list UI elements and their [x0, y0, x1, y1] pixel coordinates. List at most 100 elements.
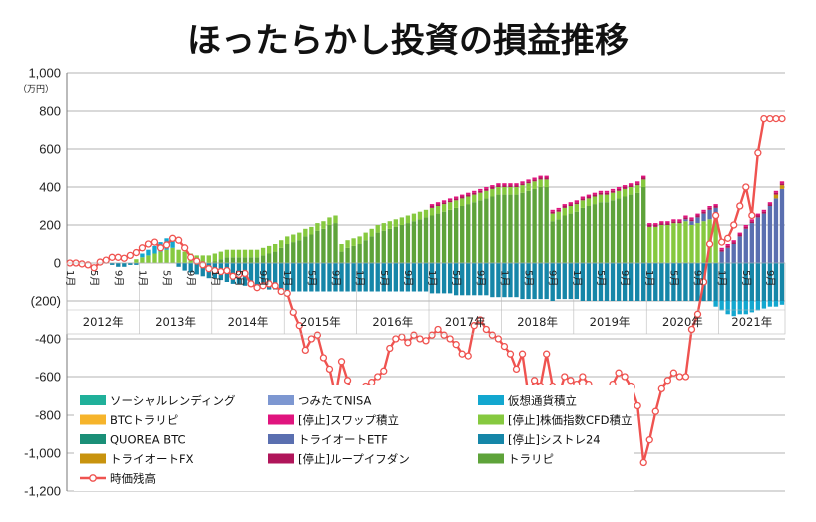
bar [460, 206, 465, 263]
bar [755, 213, 761, 216]
bar [526, 263, 531, 300]
chart-title: ほったらかし投資の損益推移 [187, 21, 629, 61]
bar [212, 253, 217, 262]
bar [598, 192, 604, 195]
line-point [416, 335, 424, 343]
bar [749, 221, 754, 224]
bar [689, 221, 694, 225]
bar [309, 226, 314, 235]
bar [333, 223, 338, 263]
legend-swatch [80, 414, 106, 425]
bar [279, 240, 284, 248]
bar [647, 226, 652, 263]
bar [405, 215, 411, 224]
bar [707, 207, 712, 210]
bar [460, 196, 465, 199]
bar [677, 219, 682, 222]
bar [230, 257, 236, 263]
bar [610, 192, 616, 201]
month-tick-label: 1月 [209, 270, 221, 286]
bar [399, 217, 405, 225]
bar [701, 211, 706, 214]
bar [520, 263, 525, 300]
bar [707, 263, 712, 301]
bar [248, 257, 254, 263]
bar [701, 209, 706, 212]
bar [725, 247, 730, 263]
legend-swatch [80, 395, 106, 405]
bar [737, 234, 742, 237]
bar [369, 228, 374, 237]
bar [272, 251, 278, 263]
bar [556, 263, 561, 300]
month-tick-label: 1月 [281, 270, 293, 286]
bar [695, 223, 700, 263]
bar [616, 263, 622, 301]
bar [628, 194, 634, 263]
legend-swatch [80, 434, 106, 444]
line-point [168, 234, 177, 242]
bar [719, 247, 724, 250]
bar [731, 301, 736, 317]
bar [375, 232, 380, 263]
bar [713, 204, 718, 206]
bar [659, 223, 664, 225]
bar [592, 196, 598, 205]
bar [544, 263, 549, 300]
bar [472, 192, 477, 195]
bar [635, 183, 640, 186]
year-label: 2014年 [228, 315, 269, 329]
year-label: 2016年 [372, 315, 413, 329]
bar [628, 183, 634, 186]
line-point [247, 280, 255, 288]
bar [641, 263, 646, 301]
bar [695, 217, 700, 224]
line-point [398, 333, 406, 341]
legend-swatch [478, 453, 504, 464]
bar [447, 198, 453, 201]
bar [514, 183, 519, 186]
line-point [114, 253, 122, 261]
bar [755, 217, 761, 263]
bar [309, 234, 314, 263]
bar [447, 263, 453, 294]
bar [393, 219, 399, 227]
bar [586, 206, 592, 263]
bar [580, 198, 586, 201]
bar [689, 225, 694, 263]
bar [170, 236, 175, 248]
bar [695, 213, 700, 216]
month-tick-label: 5月 [378, 270, 390, 286]
bar [622, 185, 628, 187]
bar [478, 190, 483, 193]
bar [713, 301, 718, 307]
line-point [488, 331, 497, 339]
bar [466, 263, 471, 296]
line-point [193, 257, 201, 265]
y-tick-label: 400 [39, 180, 61, 195]
month-tick-label: 5月 [740, 270, 752, 286]
bar [242, 249, 248, 258]
bar [339, 244, 344, 252]
bar [737, 232, 742, 235]
bar [520, 192, 525, 263]
bar [743, 301, 748, 315]
bar [773, 190, 779, 193]
line-point [440, 331, 448, 339]
line-point [289, 308, 297, 317]
bar [218, 259, 224, 263]
line-point [392, 335, 400, 343]
bar [134, 263, 139, 265]
bar [164, 249, 169, 263]
line-point [717, 238, 726, 246]
month-tick-label: 5月 [233, 270, 245, 286]
bar [586, 263, 592, 301]
bar [514, 194, 519, 263]
bar [146, 249, 151, 256]
bar [333, 215, 338, 224]
line-point [669, 369, 678, 377]
bar [749, 263, 754, 301]
legend-swatch [478, 434, 504, 444]
bar [303, 236, 308, 263]
bar [303, 228, 308, 237]
